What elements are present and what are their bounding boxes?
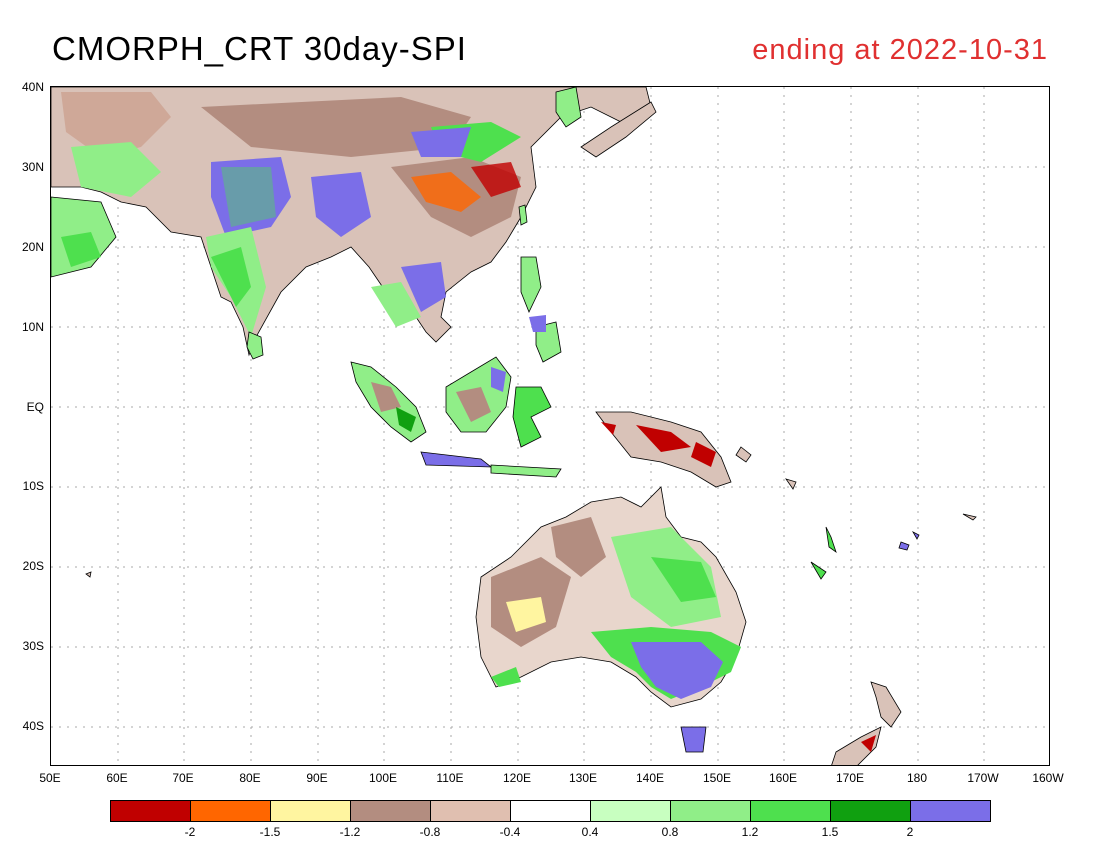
lon-label: 170E [835,771,865,785]
colorbar-swatch [751,801,831,821]
lon-label: 140E [635,771,665,785]
lat-label: 20N [21,240,44,254]
colorbar [110,800,991,822]
australia [475,486,747,708]
borneo [445,356,512,433]
lon-label: 110E [436,771,464,785]
lon-label: 170W [967,771,999,785]
map-canvas [51,87,1049,765]
tasmania [680,726,707,753]
lon-label: 60E [106,771,128,785]
lon-label: 90E [306,771,328,785]
colorbar-tick-label: -0.4 [499,825,521,839]
colorbar-tick-label: -0.8 [419,825,441,839]
colorbar-tick-label: 0.8 [661,825,679,839]
lat-label: 30N [21,160,44,174]
asia-landmass [51,87,652,357]
java-islands [420,451,562,478]
colorbar-tick-label: 0.4 [581,825,599,839]
lat-label: 40N [21,80,44,94]
lat-label: 20S [22,559,44,573]
colorbar-swatch [191,801,271,821]
sumatra [350,361,427,443]
lon-label: 80E [239,771,261,785]
lat-label: 30S [22,639,44,653]
sulawesi [512,386,552,448]
lon-label: 130E [568,771,598,785]
colorbar-swatch [431,801,511,821]
spi-map [50,86,1050,766]
new-zealand [831,681,902,765]
lon-label: 160W [1032,771,1064,785]
colorbar-tick-label: 2 [906,825,914,839]
lat-label: 10N [21,320,44,334]
philippines [520,256,562,363]
new-guinea [595,411,732,488]
colorbar-tick-label: -2 [184,825,196,839]
sri-lanka [246,331,264,360]
japan [580,101,657,158]
colorbar-swatch [671,801,751,821]
map-title: CMORPH_CRT 30day-SPI [52,30,467,67]
lon-label: 160E [768,771,798,785]
lon-label: 150E [702,771,732,785]
colorbar-tick-label: -1.5 [259,825,281,839]
taiwan [518,204,528,226]
lon-label: 120E [502,771,532,785]
colorbar-swatch [111,801,191,821]
lat-label: 10S [22,479,44,493]
pacific-islands [85,446,977,580]
colorbar-swatch [511,801,591,821]
colorbar-swatch [351,801,431,821]
map-date-title: ending at 2022-10-31 [752,34,1048,66]
colorbar-swatch [831,801,911,821]
lon-label: 100E [368,771,398,785]
lon-label: 50E [39,771,61,785]
lon-label: 180 [906,771,928,785]
colorbar-swatch [591,801,671,821]
colorbar-swatch [911,801,990,821]
colorbar-tick-label: 1.5 [821,825,839,839]
lat-label: EQ [26,400,44,414]
lon-label: 70E [172,771,194,785]
colorbar-tick-label: -1.2 [339,825,361,839]
lat-label: 40S [22,719,44,733]
colorbar-swatch [271,801,351,821]
korea [555,87,582,128]
colorbar-tick-label: 1.2 [741,825,759,839]
